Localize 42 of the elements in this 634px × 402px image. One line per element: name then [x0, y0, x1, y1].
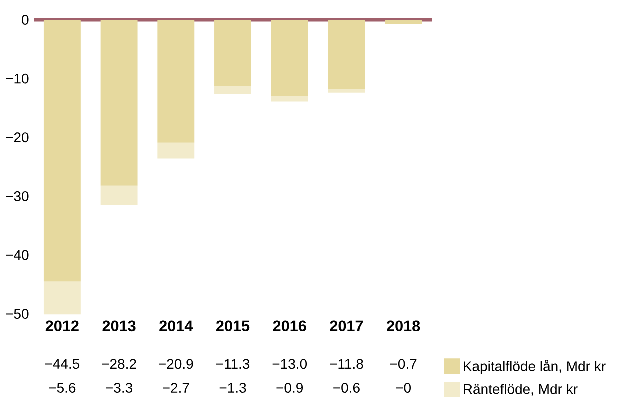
data-label: −44.5	[45, 359, 80, 370]
bar	[328, 89, 366, 93]
data-label: −1.3	[220, 383, 246, 393]
y-tick-label: 0	[22, 15, 29, 25]
data-label: −3.3	[106, 383, 132, 393]
x-tick-label: 2018	[387, 320, 420, 332]
data-label: −0.7	[390, 359, 417, 370]
legend-label: Kapitalflöde lån, Mdr kr	[464, 360, 606, 374]
bar	[214, 86, 252, 94]
bar	[271, 20, 308, 96]
bar	[100, 186, 138, 206]
data-label: −0.6	[334, 383, 360, 393]
x-tick-label: 2016	[273, 320, 306, 332]
x-tick-label: 2014	[160, 320, 194, 332]
bar	[100, 20, 138, 186]
y-tick-label: −40	[6, 250, 29, 260]
y-tick-label: −50	[6, 309, 29, 320]
x-tick-label: 2012	[46, 320, 79, 332]
data-label: −11.8	[330, 359, 364, 370]
y-tick-label: −30	[6, 191, 29, 202]
bar	[44, 20, 81, 282]
y-tick-label: −10	[6, 74, 29, 84]
data-label: −0.9	[276, 383, 304, 393]
bar	[44, 282, 81, 315]
x-tick-label: 2017	[330, 320, 364, 332]
x-tick-label: 2013	[102, 320, 136, 332]
data-label: −2.7	[163, 383, 190, 393]
bar	[214, 20, 252, 86]
data-label: −20.9	[159, 359, 194, 370]
data-label: −0	[396, 383, 411, 393]
data-label: −11.3	[216, 359, 250, 370]
bar	[328, 20, 366, 90]
data-label: −5.6	[49, 383, 76, 393]
bar	[271, 96, 308, 102]
bar	[385, 20, 422, 24]
bar	[158, 142, 195, 159]
y-tick-label: −20	[6, 132, 29, 143]
legend-label: Ränteflöde, Mdr kr	[464, 384, 578, 396]
bar	[158, 20, 195, 143]
data-label: −28.2	[102, 359, 136, 370]
data-label: −13.0	[272, 359, 308, 370]
x-tick-label: 2015	[216, 320, 250, 332]
